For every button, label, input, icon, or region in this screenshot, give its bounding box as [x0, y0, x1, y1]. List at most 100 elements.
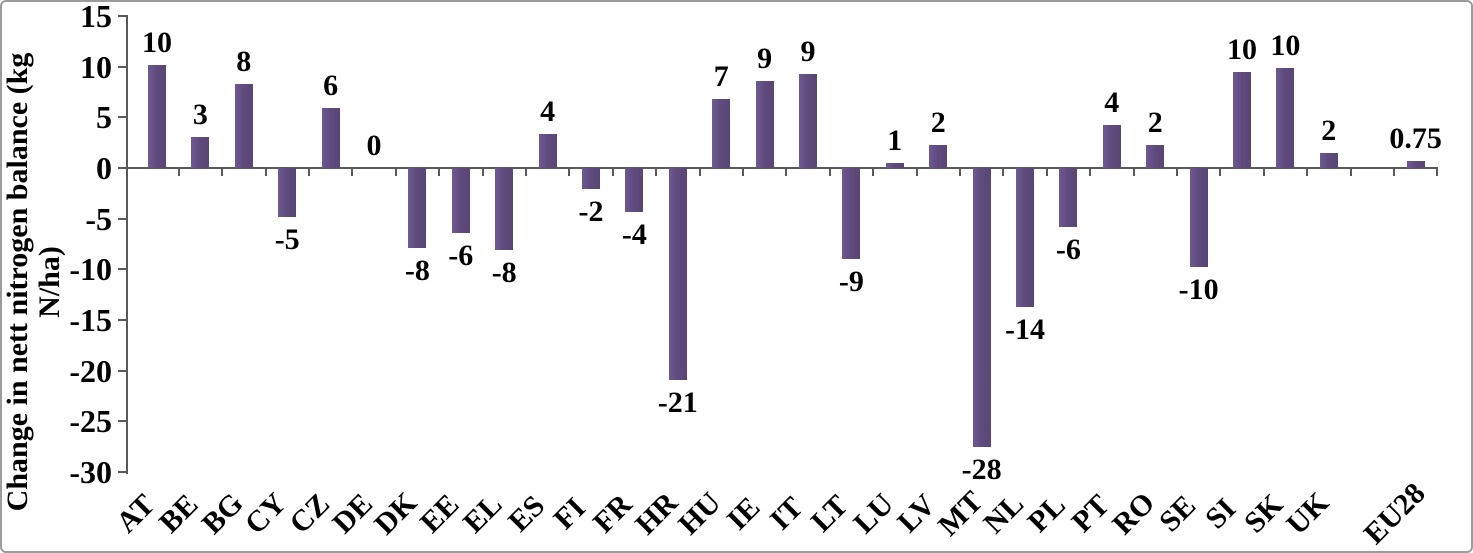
category-tick [438, 169, 441, 176]
bar-value-label: 4 [540, 94, 556, 128]
bar-EL [495, 168, 514, 250]
category-tick [1089, 169, 1092, 176]
bar-PL [1059, 168, 1078, 227]
category-tick [1175, 169, 1178, 176]
bar-AT [148, 64, 166, 168]
category-tick [177, 169, 180, 176]
bar-CY [278, 168, 297, 218]
y-tick-label: -25 [69, 403, 112, 440]
y-tick-label: 10 [80, 48, 112, 85]
bar-value-label: -9 [838, 265, 864, 299]
bar-value-label: -6 [1055, 232, 1081, 266]
y-tick-label: 15 [80, 0, 112, 35]
bar-value-label: -8 [404, 254, 430, 288]
bar-BE [191, 137, 210, 168]
bar-value-label: -4 [621, 217, 647, 251]
bar-value-label: 0 [366, 129, 382, 162]
bar-value-label: 1 [887, 123, 903, 157]
bar-FI [582, 168, 600, 189]
bar-value-label: 4 [1104, 86, 1120, 120]
category-tick [655, 169, 658, 176]
bar-SE [1189, 168, 1208, 268]
category-tick [1349, 169, 1352, 176]
y-tick-label: -15 [69, 301, 112, 338]
category-tick [1219, 169, 1222, 176]
category-tick [698, 169, 701, 176]
category-tick [611, 169, 614, 176]
bar-value-label: 9 [800, 35, 816, 69]
bar-value-label: 2 [1321, 114, 1337, 148]
y-axis-line [126, 15, 128, 474]
bar-value-label: -28 [961, 452, 1002, 486]
y-axis-tick [118, 420, 126, 423]
bar-value-label: 7 [713, 59, 729, 93]
bar-value-label: -5 [274, 223, 300, 257]
bar-CZ [321, 108, 340, 168]
y-tick-label: -20 [69, 352, 112, 389]
y-axis-tick [118, 318, 126, 321]
x-axis-line [126, 167, 1438, 169]
category-tick [394, 169, 397, 176]
bar-UK [1319, 153, 1338, 168]
bar-BG [234, 83, 253, 168]
bar-LU [885, 162, 904, 168]
y-axis-tick [118, 116, 126, 119]
category-tick [1306, 169, 1309, 176]
bar-value-label: -10 [1178, 273, 1219, 307]
bar-IE [755, 80, 774, 168]
y-axis-tick [118, 268, 126, 271]
bar-SK [1276, 67, 1295, 168]
bar-value-label: -6 [448, 239, 474, 273]
bar-SI [1233, 71, 1251, 168]
bar-HU [712, 98, 731, 168]
category-tick [568, 169, 571, 176]
category-tick [1392, 169, 1395, 176]
category-tick [1436, 169, 1439, 176]
y-tick-label: -10 [69, 251, 112, 288]
y-tick-label: 0 [96, 150, 112, 186]
bar-value-label: -2 [578, 194, 604, 228]
bar-value-label: 2 [1147, 105, 1163, 139]
bar-IT [799, 74, 817, 168]
bar-value-label: 10 [1227, 32, 1257, 66]
category-tick [828, 169, 831, 176]
category-tick [524, 169, 527, 176]
bar-EU28 [1406, 160, 1425, 168]
category-tick [307, 169, 310, 176]
y-axis-tick [118, 15, 126, 17]
bar-RO [1146, 144, 1165, 168]
category-tick [1002, 169, 1005, 176]
bar-value-label: 0.75 [1389, 121, 1442, 155]
bar-value-label: -14 [1005, 312, 1045, 346]
bar-value-label: 10 [142, 25, 172, 59]
bar-value-label: -21 [657, 385, 698, 419]
bar-value-label: 8 [236, 44, 252, 78]
bar-DK [408, 168, 427, 249]
category-tick [221, 169, 224, 176]
bar-LV [929, 144, 948, 168]
category-tick [1132, 169, 1135, 176]
y-tick-label: -30 [69, 453, 112, 490]
y-axis-tick [118, 65, 126, 68]
category-tick [1045, 169, 1048, 176]
bar-value-label: 10 [1270, 28, 1301, 62]
bar-FR [625, 168, 644, 212]
bar-value-label: 3 [192, 98, 208, 132]
category-tick [785, 169, 788, 176]
bar-value-label: 2 [930, 105, 946, 139]
bar-PT [1102, 125, 1121, 168]
category-tick [741, 169, 744, 176]
category-tick [351, 169, 354, 176]
y-axis-tick [118, 369, 126, 372]
x-category-label: EU28 [1357, 476, 1432, 551]
category-tick [1262, 169, 1265, 176]
category-tick [915, 169, 918, 176]
category-tick [264, 169, 267, 176]
bar-value-label: 6 [323, 69, 339, 103]
bar-HR [668, 168, 687, 380]
bar-value-label: 9 [757, 41, 773, 75]
bar-ES [538, 133, 557, 168]
bar-LT [842, 168, 861, 260]
bar-MT [972, 168, 991, 447]
